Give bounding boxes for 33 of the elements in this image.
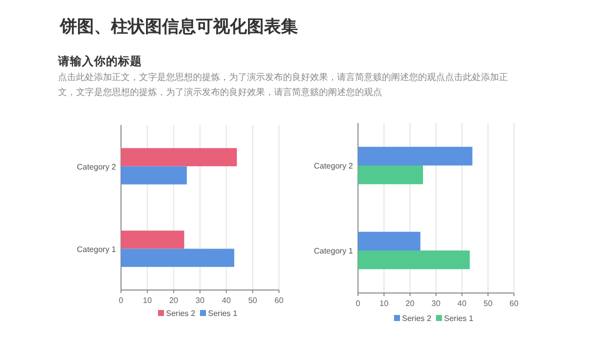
legend-label: Series 2 — [166, 309, 196, 318]
y-tick-label: Category 1 — [76, 244, 117, 254]
legend-label: Series 2 — [402, 314, 432, 323]
x-tick-label: 50 — [484, 299, 493, 308]
bar — [121, 148, 237, 166]
chart-subtitle: 请输入你的标题 — [58, 54, 142, 69]
x-tick-label: 40 — [458, 299, 467, 308]
x-tick-label: 20 — [406, 299, 415, 308]
y-tick-label: Category 2 — [76, 162, 117, 172]
x-tick-label: 10 — [380, 299, 389, 308]
bar — [358, 232, 420, 250]
legend-label: Series 1 — [444, 314, 474, 323]
x-tick-label: 30 — [196, 296, 205, 305]
y-tick-label: Category 2 — [314, 162, 354, 170]
x-tick-label: 50 — [248, 296, 258, 305]
bar — [121, 166, 187, 184]
x-tick-label: 60 — [274, 296, 284, 305]
legend-label: Series 1 — [208, 309, 238, 318]
x-tick-label: 40 — [222, 296, 232, 305]
x-tick-label: 0 — [118, 296, 124, 305]
text: 点击此处添加正文，文字是您思想的提炼，为了演示发布的良好效果，请言简意赅的阐述您的观点点击此处添加正文，文字是您思想的提炼，为了演示发布的良好效果，请言简意赅的阐述您的观点 — [58, 71, 509, 99]
x-tick-label: 10 — [142, 296, 152, 305]
bar — [121, 248, 234, 267]
bar — [358, 166, 423, 184]
x-tick-label: 30 — [432, 299, 441, 308]
chart-title: 饼图、柱状图信息可视化图表集 — [60, 16, 298, 38]
bar — [121, 230, 184, 249]
x-tick-label: 20 — [169, 296, 179, 305]
x-tick-label: 60 — [510, 299, 519, 308]
x-tick-label: 0 — [356, 299, 361, 308]
y-tick-label: Category 1 — [314, 246, 354, 256]
bar — [358, 250, 470, 270]
bar — [358, 146, 472, 166]
